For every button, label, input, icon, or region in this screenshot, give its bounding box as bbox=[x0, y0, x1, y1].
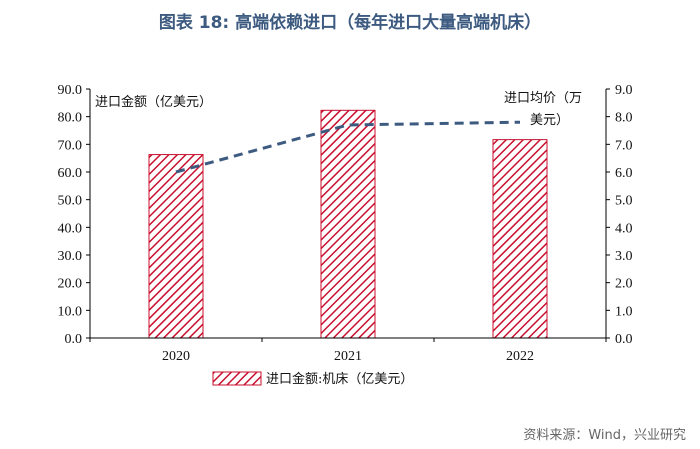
left-tick-label: 90.0 bbox=[58, 83, 83, 98]
x-tick-label: 2022 bbox=[506, 349, 534, 364]
left-tick-label: 80.0 bbox=[58, 111, 83, 126]
left-axis-label: 进口金额（亿美元） bbox=[95, 94, 212, 110]
avg-price-line bbox=[175, 120, 521, 174]
right-tick-label: 5.0 bbox=[615, 194, 633, 209]
right-tick-label: 7.0 bbox=[615, 138, 633, 153]
right-tick-label: 1.0 bbox=[615, 304, 633, 319]
right-tick-label: 9.0 bbox=[615, 83, 633, 98]
left-tick-label: 10.0 bbox=[58, 304, 83, 319]
right-tick-label: 6.0 bbox=[615, 166, 633, 181]
bar-2022 bbox=[492, 139, 548, 339]
right-axis-label-line1: 进口均价（万 bbox=[504, 91, 582, 106]
left-tick-label: 70.0 bbox=[58, 138, 83, 153]
left-tick-label: 50.0 bbox=[58, 194, 83, 209]
legend: 进口金额:机床（亿美元） bbox=[212, 371, 413, 387]
legend-swatch bbox=[212, 371, 262, 386]
left-tick-label: 30.0 bbox=[58, 249, 83, 264]
bar-2021 bbox=[320, 109, 376, 339]
right-tick-label: 8.0 bbox=[615, 111, 633, 126]
right-tick-label: 2.0 bbox=[615, 277, 633, 292]
right-tick-label: 4.0 bbox=[615, 221, 633, 236]
left-tick-label: 60.0 bbox=[58, 166, 83, 181]
legend-label: 进口金额:机床（亿美元） bbox=[266, 371, 413, 387]
left-tick-label: 20.0 bbox=[58, 277, 83, 292]
left-tick-label: 0.0 bbox=[65, 332, 83, 347]
source-note: 资料来源：Wind，兴业研究 bbox=[523, 428, 686, 443]
left-tick-label: 40.0 bbox=[58, 221, 83, 236]
x-tick-label: 2020 bbox=[162, 349, 190, 364]
right-tick-label: 3.0 bbox=[615, 249, 633, 264]
chart-title: 图表 18: 高端依赖进口（每年进口大量高端机床） bbox=[158, 13, 542, 33]
bar-2020 bbox=[148, 154, 204, 339]
right-tick-label: 0.0 bbox=[615, 332, 633, 347]
right-axis-label-line2: 美元） bbox=[530, 113, 569, 128]
x-tick-label: 2021 bbox=[334, 349, 362, 364]
